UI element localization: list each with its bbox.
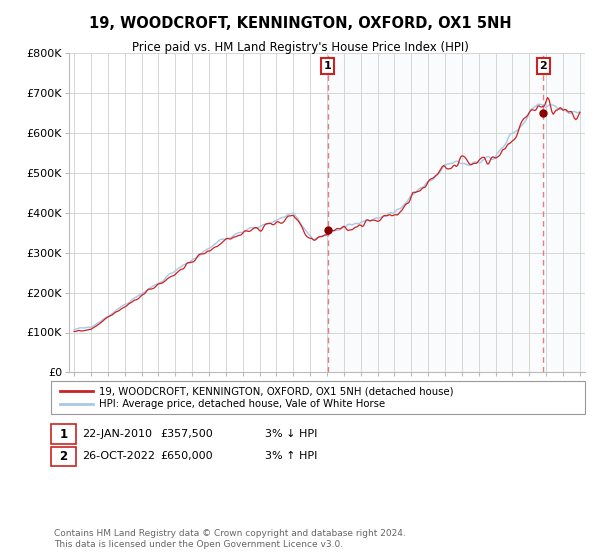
Text: £357,500: £357,500 [160, 429, 213, 439]
Text: HPI: Average price, detached house, Vale of White Horse: HPI: Average price, detached house, Vale… [99, 399, 385, 409]
Text: Contains HM Land Registry data © Crown copyright and database right 2024.
This d: Contains HM Land Registry data © Crown c… [54, 529, 406, 549]
Text: 19, WOODCROFT, KENNINGTON, OXFORD, OX1 5NH (detached house): 19, WOODCROFT, KENNINGTON, OXFORD, OX1 5… [99, 386, 454, 396]
Text: 1: 1 [324, 61, 332, 71]
Text: £650,000: £650,000 [160, 451, 213, 461]
Text: 3% ↑ HPI: 3% ↑ HPI [265, 451, 317, 461]
Text: 22-JAN-2010: 22-JAN-2010 [82, 429, 152, 439]
Bar [328, 53, 585, 372]
Text: 26-OCT-2022: 26-OCT-2022 [82, 451, 155, 461]
Text: 2: 2 [539, 61, 547, 71]
Text: 19, WOODCROFT, KENNINGTON, OXFORD, OX1 5NH: 19, WOODCROFT, KENNINGTON, OXFORD, OX1 5… [89, 16, 511, 31]
Text: 1: 1 [59, 427, 68, 441]
Text: Price paid vs. HM Land Registry's House Price Index (HPI): Price paid vs. HM Land Registry's House … [131, 41, 469, 54]
Text: 2: 2 [59, 450, 68, 463]
Text: 3% ↓ HPI: 3% ↓ HPI [265, 429, 317, 439]
